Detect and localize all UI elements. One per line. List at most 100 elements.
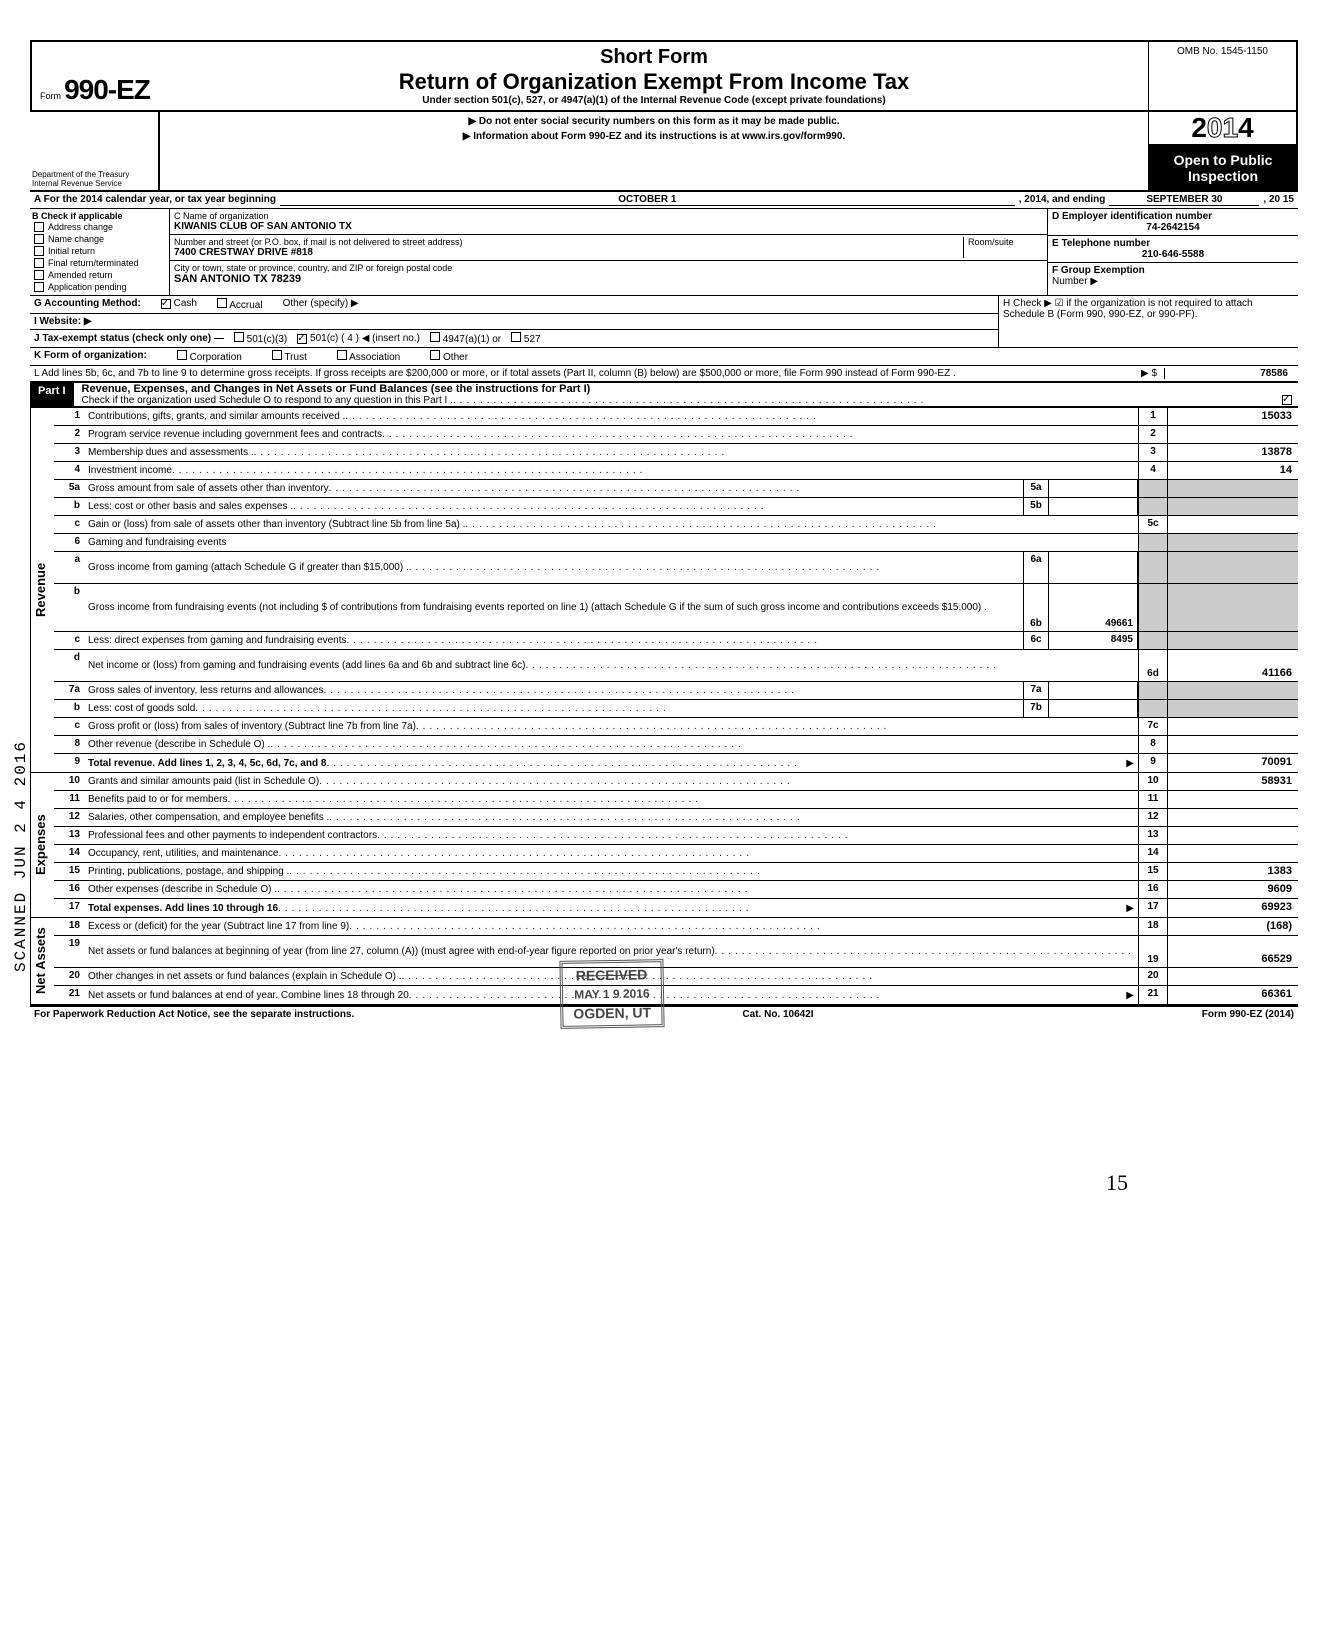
l6a-num: a	[54, 552, 84, 583]
l6-shade2	[1168, 534, 1298, 551]
l19-amt: 66529	[1168, 936, 1298, 967]
b-item-5: Application pending	[48, 282, 127, 292]
netassets-section: Net Assets 18 Excess or (deficit) for the…	[30, 917, 1298, 1005]
l7a-shade2	[1168, 682, 1298, 699]
city-label: City or town, state or province, country…	[174, 263, 1043, 273]
l7b-num: b	[54, 700, 84, 717]
checkbox-address-change[interactable]	[34, 222, 44, 232]
dept-text: Department of the Treasury Internal Reve…	[32, 170, 129, 188]
expenses-label: Expenses	[30, 773, 54, 917]
c-label: C Name of organization	[174, 211, 1043, 221]
e-label: E Telephone number	[1052, 238, 1294, 249]
ssn-warning: ▶ Do not enter social security numbers o…	[164, 116, 1144, 127]
header-row-2: Department of the Treasury Internal Reve…	[30, 112, 1298, 192]
l10-amt: 58931	[1168, 773, 1298, 790]
l4-num: 4	[54, 462, 84, 479]
l18-desc: Excess or (deficit) for the year (Subtra…	[88, 921, 349, 932]
checkbox-501c3[interactable]	[234, 332, 244, 342]
l9-amt: 70091	[1168, 754, 1298, 772]
l10-box: 10	[1138, 773, 1168, 790]
d-label: D Employer identification number	[1052, 211, 1294, 222]
l6a-shade2	[1168, 552, 1298, 583]
l6c-desc: Less: direct expenses from gaming and fu…	[88, 635, 346, 646]
checkbox-amended[interactable]	[34, 270, 44, 280]
l1-desc: Contributions, gifts, grants, and simila…	[88, 411, 345, 422]
b-header: B Check if applicable	[32, 211, 167, 221]
l4-desc: Investment income	[88, 465, 172, 476]
l16-desc: Other expenses (describe in Schedule O) …	[88, 884, 277, 895]
l21-box: 21	[1138, 986, 1168, 1004]
checkbox-other-org[interactable]	[430, 350, 440, 360]
l3-box: 3	[1138, 444, 1168, 461]
l6b-inamt: 49661	[1048, 584, 1138, 631]
l3-amt: 13878	[1168, 444, 1298, 461]
j-opt4: 527	[524, 334, 541, 345]
checkbox-accrual[interactable]	[217, 298, 227, 308]
form-990ez-page: SCANNED JUN 2 4 2016 Form 990-EZ Short F…	[30, 40, 1298, 1022]
l19-num: 19	[54, 936, 84, 967]
k-assoc: Association	[349, 352, 400, 363]
checkbox-corp[interactable]	[177, 350, 187, 360]
l6d-box: 6d	[1138, 650, 1168, 681]
l20-box: 20	[1138, 968, 1168, 985]
l6b-num: b	[54, 584, 84, 631]
k-label: K Form of organization:	[34, 350, 147, 363]
l19-desc: Net assets or fund balances at beginning…	[88, 946, 715, 957]
l10-desc: Grants and similar amounts paid (list in…	[88, 776, 319, 787]
i-label: I Website: ▶	[34, 316, 92, 327]
l8-box: 8	[1138, 736, 1168, 753]
l8-desc: Other revenue (describe in Schedule O) .	[88, 739, 270, 750]
checkbox-4947[interactable]	[430, 332, 440, 342]
l7b-inamt	[1048, 700, 1138, 717]
l13-num: 13	[54, 827, 84, 844]
row-g: G Accounting Method: Cash Accrual Other …	[30, 296, 998, 314]
checkbox-501c[interactable]	[297, 334, 307, 344]
header-row-1: Form 990-EZ Short Form Return of Organiz…	[30, 40, 1298, 112]
g-cash: Cash	[174, 298, 197, 309]
l4-box: 4	[1138, 462, 1168, 479]
row-a-year-suffix: , 20 15	[1263, 194, 1294, 206]
l19-box: 19	[1138, 936, 1168, 967]
l14-amt	[1168, 845, 1298, 862]
k-other: Other	[443, 352, 468, 363]
checkbox-initial-return[interactable]	[34, 246, 44, 256]
l4-amt: 14	[1168, 462, 1298, 479]
l6b-shade2	[1168, 584, 1298, 631]
form-number-box: Form 990-EZ	[30, 40, 160, 112]
l14-num: 14	[54, 845, 84, 862]
city: SAN ANTONIO TX 78239	[174, 273, 1043, 285]
checkbox-final-return[interactable]	[34, 258, 44, 268]
l16-box: 16	[1138, 881, 1168, 898]
checkbox-sched-o[interactable]	[1282, 395, 1292, 405]
col-de: D Employer identification number 74-2642…	[1048, 209, 1298, 295]
l2-desc: Program service revenue including govern…	[88, 429, 382, 440]
omb-box: OMB No. 1545-1150	[1148, 40, 1298, 112]
checkbox-cash[interactable]	[161, 299, 171, 309]
checkbox-527[interactable]	[511, 332, 521, 342]
l12-num: 12	[54, 809, 84, 826]
checkbox-pending[interactable]	[34, 282, 44, 292]
l18-num: 18	[54, 918, 84, 935]
l7c-box: 7c	[1138, 718, 1168, 735]
open-public-1: Open to Public	[1152, 152, 1294, 168]
ein: 74-2642154	[1052, 222, 1294, 233]
checkbox-assoc[interactable]	[337, 350, 347, 360]
l5c-num: c	[54, 516, 84, 533]
info-link: ▶ Information about Form 990-EZ and its …	[164, 131, 1144, 142]
l5a-num: 5a	[54, 480, 84, 497]
l21-num: 21	[54, 986, 84, 1004]
l13-desc: Professional fees and other payments to …	[88, 830, 377, 841]
g-label: G Accounting Method:	[34, 298, 141, 311]
address: 7400 CRESTWAY DRIVE #818	[174, 247, 963, 258]
g-accrual: Accrual	[229, 300, 262, 311]
b-item-1: Name change	[48, 234, 104, 244]
l13-amt	[1168, 827, 1298, 844]
l12-desc: Salaries, other compensation, and employ…	[88, 812, 329, 823]
b-item-4: Amended return	[48, 270, 113, 280]
row-a-begin-label: A For the 2014 calendar year, or tax yea…	[34, 194, 276, 206]
j-opt1: 501(c)(3)	[247, 334, 288, 345]
checkbox-trust[interactable]	[272, 350, 282, 360]
j-label: J Tax-exempt status (check only one) —	[34, 333, 224, 344]
checkbox-name-change[interactable]	[34, 234, 44, 244]
netassets-label: Net Assets	[30, 918, 54, 1004]
